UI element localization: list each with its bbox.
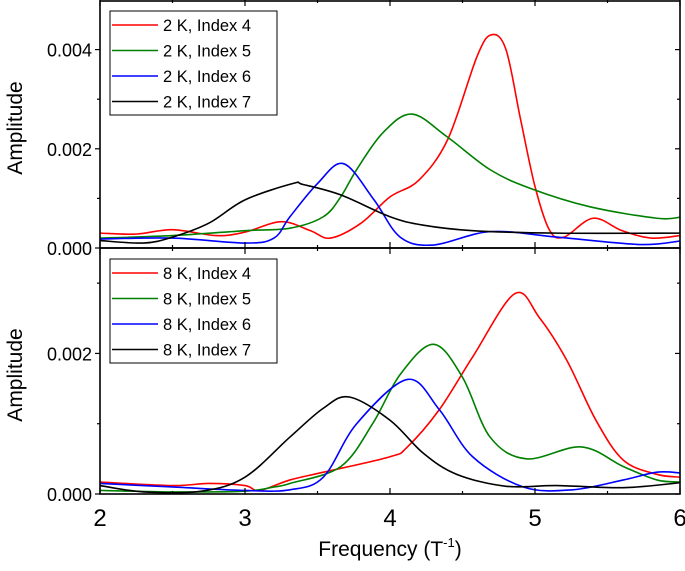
x-axis-label: Frequency (T-1) bbox=[318, 535, 461, 561]
y-tick-label: 0.002 bbox=[47, 140, 92, 160]
series-line-bottom-4 bbox=[99, 395, 681, 494]
legend: 2 K, Index 4 2 K, Index 5 2 K, Index 6 2 K,… bbox=[109, 10, 278, 116]
x-tick-label: 2 bbox=[93, 505, 106, 532]
legend-label: 8 K, Index 7 bbox=[163, 342, 251, 360]
legend-box bbox=[109, 10, 278, 116]
legend-label: 2 K, Index 4 bbox=[163, 17, 251, 35]
legend-label: 2 K, Index 7 bbox=[163, 94, 251, 112]
legend-label: 8 K, Index 6 bbox=[163, 316, 251, 334]
legend-label: 2 K, Index 5 bbox=[163, 43, 251, 61]
x-tick-label: 4 bbox=[383, 505, 396, 532]
series-line-bottom-3 bbox=[99, 378, 681, 492]
x-tick-label: 5 bbox=[528, 505, 541, 532]
legend-label: 8 K, Index 4 bbox=[163, 265, 251, 283]
legend: 8 K, Index 4 8 K, Index 5 8 K, Index 6 8 K,… bbox=[109, 258, 278, 364]
series-line-bottom-2 bbox=[99, 343, 681, 493]
series-line-top-4 bbox=[99, 181, 681, 244]
y-tick-label: 0.000 bbox=[47, 485, 92, 505]
y-tick-label: 0.000 bbox=[47, 239, 92, 259]
y-axis-label: Amplitude bbox=[4, 81, 27, 174]
x-tick-label: 3 bbox=[238, 505, 251, 532]
x-tick-label: 6 bbox=[673, 505, 685, 532]
y-axis-label: Amplitude bbox=[4, 328, 27, 421]
series-line-bottom-1 bbox=[99, 291, 681, 492]
y-tick-label: 0.004 bbox=[47, 41, 92, 61]
legend-label: 8 K, Index 5 bbox=[163, 291, 251, 309]
legend-box bbox=[109, 258, 278, 364]
legend-label: 2 K, Index 6 bbox=[163, 68, 251, 86]
y-tick-label: 0.002 bbox=[47, 344, 92, 364]
series-line-top-2 bbox=[99, 113, 681, 239]
series-line-top-1 bbox=[99, 33, 681, 240]
